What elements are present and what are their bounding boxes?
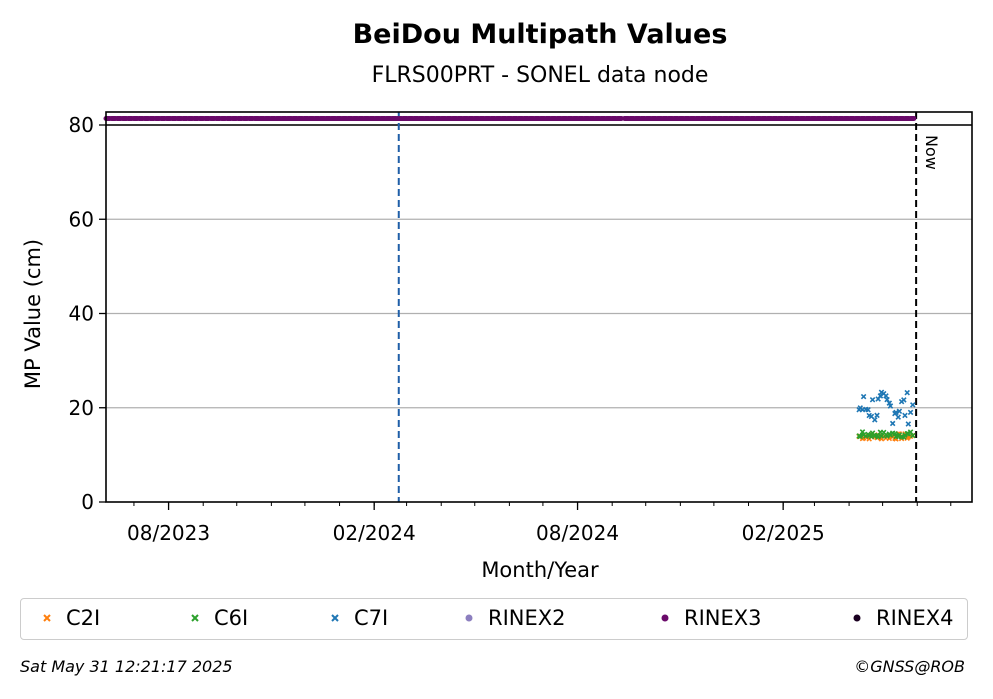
point-c7i bbox=[889, 420, 896, 427]
point-c7i bbox=[910, 402, 916, 408]
chart-subtitle: FLRS00PRT - SONEL data node bbox=[372, 63, 709, 88]
legend: C2I C6I C7I RINEX2 RINEX3 RINEX4 bbox=[20, 598, 968, 640]
point-c7i bbox=[872, 417, 878, 423]
footer-copyright: ©GNSS@ROB bbox=[854, 657, 965, 676]
legend-item-rinex4: RINEX4 bbox=[847, 606, 954, 630]
legend-marker-x-icon bbox=[43, 614, 51, 622]
x-tick-label: 08/2023 bbox=[127, 521, 210, 545]
point-c6i bbox=[878, 433, 885, 439]
legend-label: RINEX2 bbox=[488, 606, 566, 630]
legend-item-c6i: C6I bbox=[185, 606, 248, 630]
point-c7i bbox=[869, 396, 876, 403]
x-tick-label: 02/2024 bbox=[333, 521, 416, 545]
point-c7i bbox=[904, 389, 910, 396]
y-tick-label: 20 bbox=[69, 396, 94, 420]
footer-timestamp: Sat May 31 12:21:17 2025 bbox=[20, 657, 233, 676]
legend-label: C6I bbox=[214, 606, 249, 630]
point-c7i bbox=[902, 412, 908, 419]
point-c7i bbox=[865, 406, 871, 413]
point-c7i bbox=[883, 393, 889, 399]
x-tick-label: 08/2024 bbox=[536, 521, 619, 545]
legend-label: RINEX3 bbox=[684, 606, 762, 630]
point-c7i bbox=[887, 403, 894, 409]
y-tick-label: 0 bbox=[81, 490, 94, 514]
x-tick-label: 02/2025 bbox=[742, 521, 825, 545]
y-tick-label: 60 bbox=[69, 207, 94, 231]
point-c6i bbox=[910, 432, 916, 439]
point-c7i bbox=[905, 421, 912, 427]
legend-item-rinex3: RINEX3 bbox=[655, 606, 762, 630]
point-c6i bbox=[907, 429, 914, 435]
legend-label: C2I bbox=[66, 606, 101, 630]
legend-marker-dot-icon bbox=[661, 614, 669, 622]
point-c7i bbox=[860, 393, 867, 400]
point-c7i bbox=[907, 409, 914, 416]
y-axis-label: MP Value (cm) bbox=[21, 239, 45, 389]
chart-title: BeiDou Multipath Values bbox=[353, 19, 728, 50]
point-c7i bbox=[884, 396, 890, 403]
now-label: Now bbox=[922, 135, 941, 170]
point-c7i bbox=[901, 397, 907, 403]
legend-marker-dot-icon bbox=[465, 614, 473, 622]
legend-item-c2i: C2I bbox=[37, 606, 100, 630]
y-tick-label: 80 bbox=[69, 113, 94, 137]
legend-item-c7i: C7I bbox=[325, 606, 388, 630]
x-axis-label: Month/Year bbox=[481, 558, 599, 582]
y-tick-label: 40 bbox=[69, 302, 94, 326]
legend-label: RINEX4 bbox=[876, 606, 954, 630]
point-c6i bbox=[857, 433, 864, 440]
legend-label: C7I bbox=[354, 606, 389, 630]
legend-item-rinex2: RINEX2 bbox=[459, 606, 566, 630]
point-c7i bbox=[874, 412, 880, 419]
plot-frame bbox=[105, 111, 973, 503]
legend-marker-dot-icon bbox=[853, 614, 861, 622]
legend-marker-x-icon bbox=[331, 614, 339, 622]
point-c7i bbox=[893, 409, 899, 416]
point-c7i bbox=[896, 408, 903, 415]
point-c7i bbox=[895, 414, 902, 420]
point-c6i bbox=[868, 433, 875, 440]
legend-marker-x-icon bbox=[191, 614, 199, 622]
